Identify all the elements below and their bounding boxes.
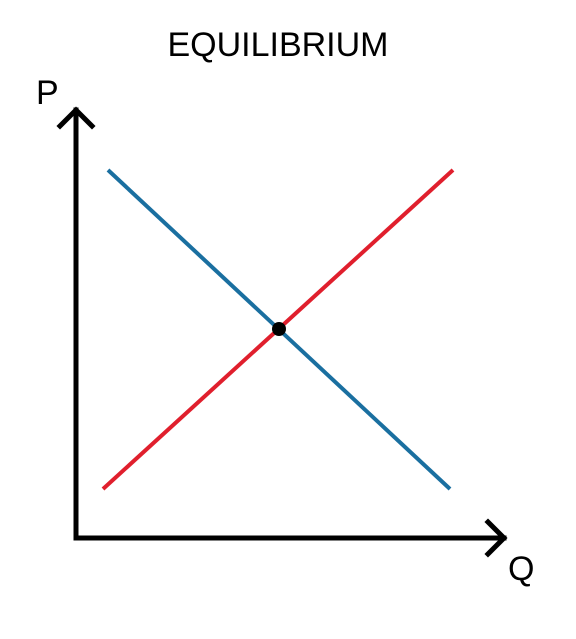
- diagram-title: EQUILIBRIUM: [167, 26, 388, 64]
- x-axis-arrow-icon: [484, 518, 508, 558]
- axes: [56, 106, 508, 558]
- y-axis-label: P: [36, 74, 59, 112]
- equilibrium-point: [272, 322, 286, 336]
- x-axis-label: Q: [508, 550, 534, 588]
- y-axis-arrow-icon: [56, 106, 96, 130]
